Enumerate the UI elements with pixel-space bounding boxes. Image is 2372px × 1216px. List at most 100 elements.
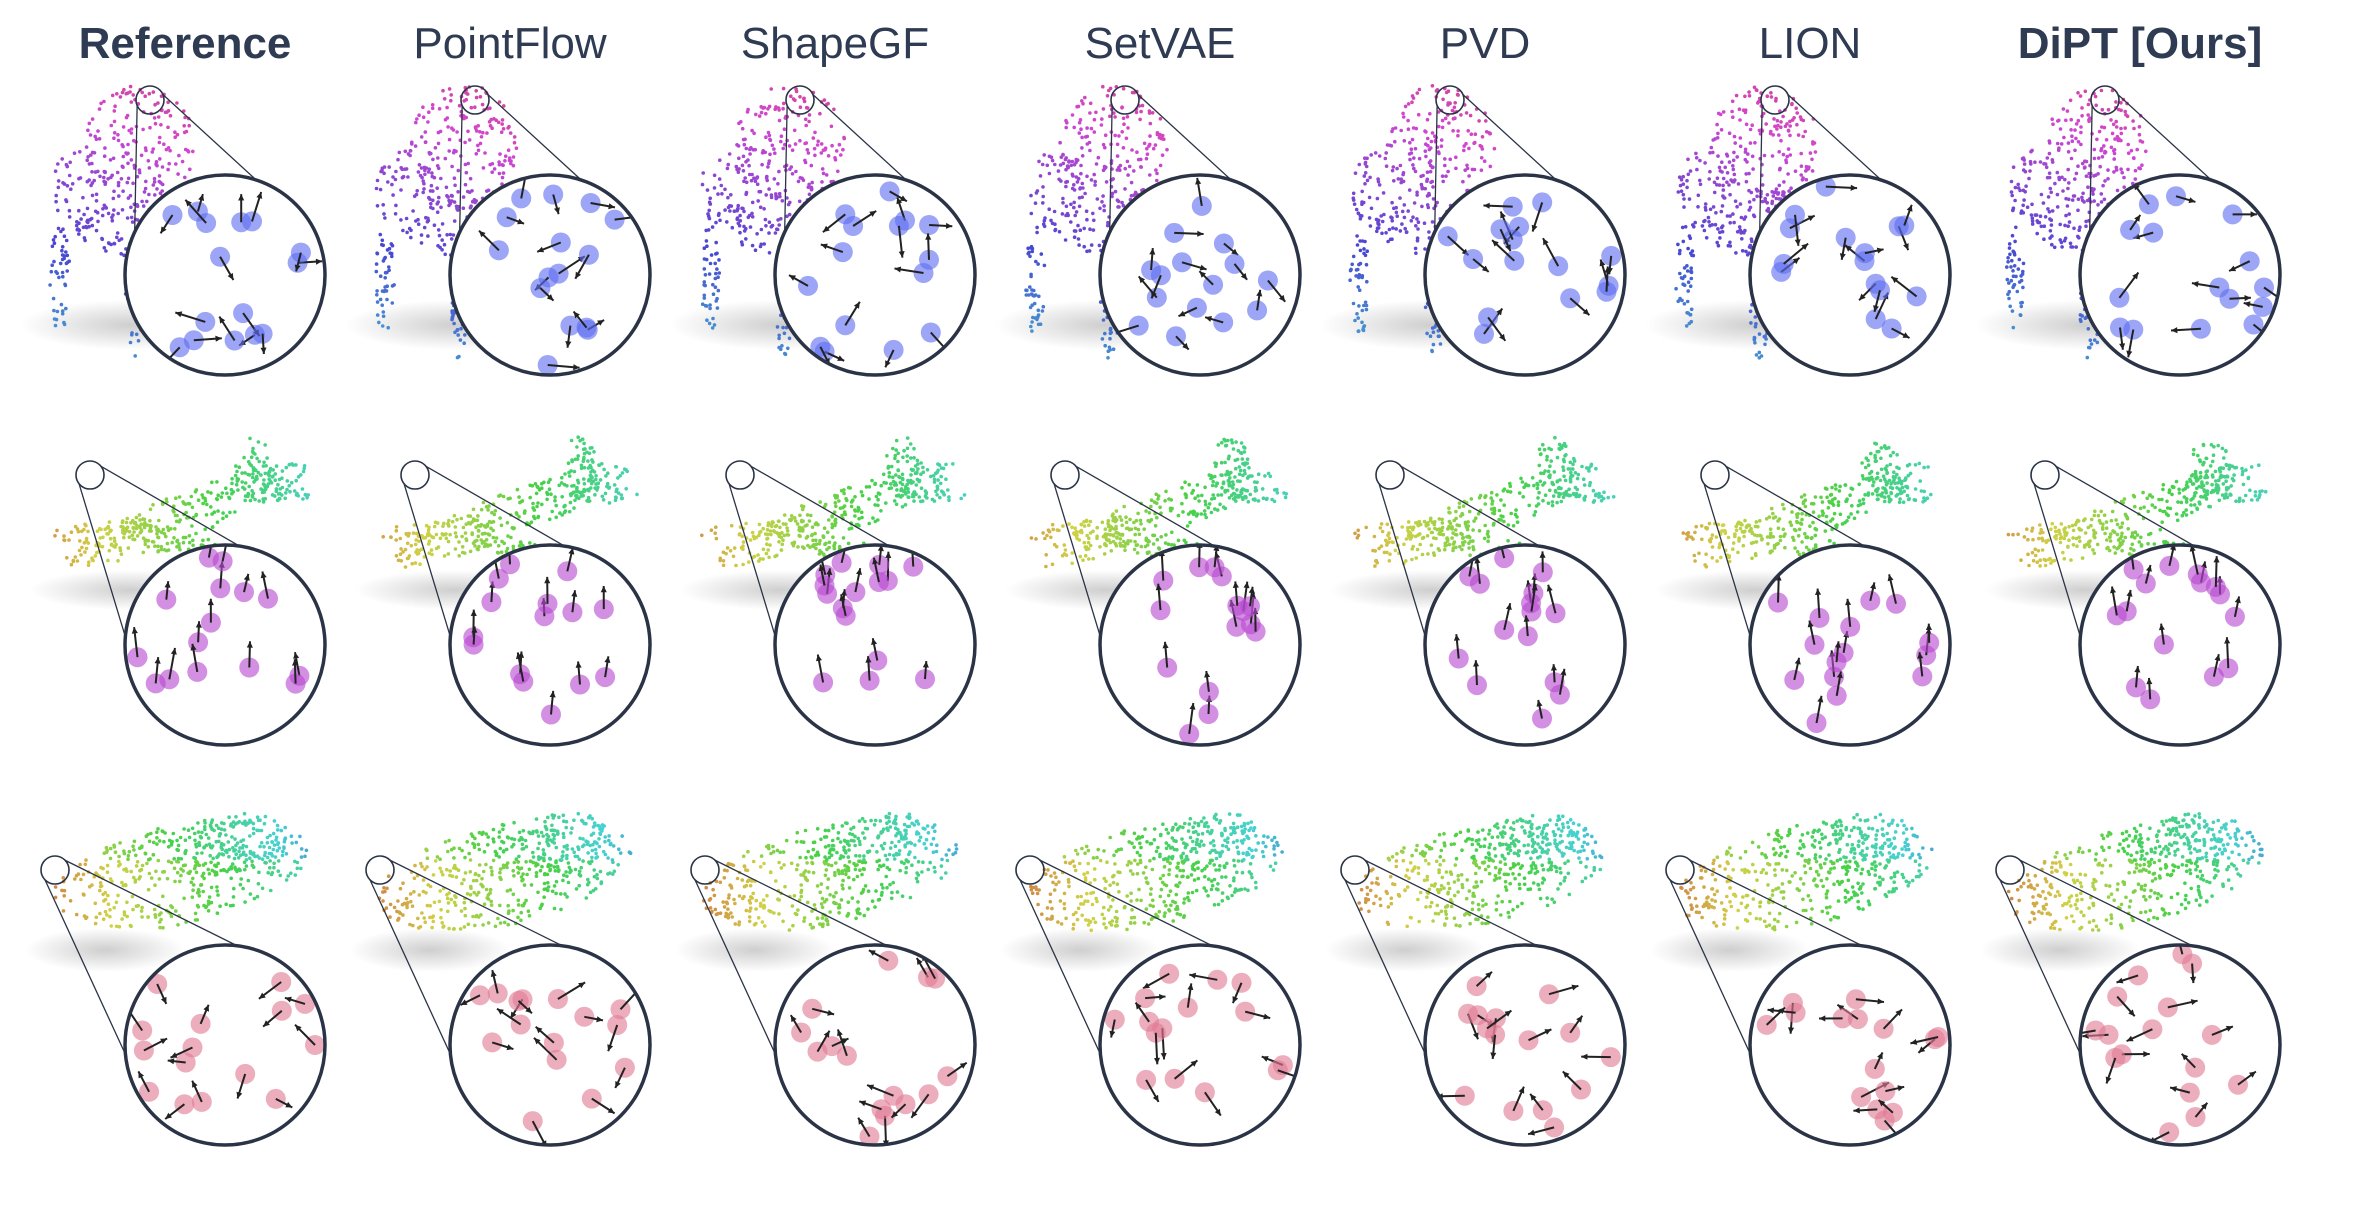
zoomed-points — [1104, 963, 1300, 1117]
zoom-locator — [40, 855, 70, 885]
zoomed-points — [125, 972, 325, 1120]
zoomed-points — [463, 545, 616, 725]
column-header: LION — [1758, 19, 1862, 68]
zoomed-points — [2080, 945, 2257, 1144]
magnifier-circle — [773, 173, 977, 377]
magnifier-circle — [1748, 543, 1952, 747]
ground-shadow — [1325, 928, 1485, 972]
magnifier-background — [1100, 175, 1300, 375]
magnifier-circle — [2078, 943, 2282, 1147]
figure-cell — [1320, 800, 1650, 1170]
zoom-locator — [135, 85, 165, 115]
column-header: PointFlow — [413, 19, 607, 68]
figure-cell — [345, 435, 675, 805]
point-cloud-render — [350, 811, 652, 1147]
figure-cell — [670, 435, 1000, 805]
zoom-locator — [1995, 855, 2025, 885]
zoomed-points — [2106, 545, 2245, 710]
zoomed-points — [1756, 989, 1949, 1142]
zoom-locator — [1340, 855, 1370, 885]
figure-cell — [20, 435, 350, 805]
figure-cell — [1320, 80, 1650, 450]
magnifier-circle — [2078, 173, 2282, 377]
zoomed-points — [789, 949, 968, 1145]
magnifier-circle — [1423, 943, 1627, 1147]
point-cloud — [53, 811, 309, 930]
magnifier-background — [1425, 175, 1625, 375]
zoomed-points — [1436, 971, 1621, 1138]
zoom-locator — [1050, 460, 1080, 490]
zoom-locator — [1435, 85, 1465, 115]
magnifier-circle — [773, 543, 977, 747]
point-cloud-render — [345, 85, 652, 377]
magnifier-background — [450, 545, 650, 745]
zoomed-points — [1108, 177, 1286, 351]
figure-cell — [1320, 435, 1650, 805]
ground-shadow — [1000, 928, 1160, 972]
magnifier-background — [125, 175, 325, 375]
magnifier-circle — [2078, 543, 2282, 747]
zoom-locator — [460, 85, 490, 115]
point-cloud-render — [1005, 437, 1302, 747]
magnifier-circle — [1423, 543, 1627, 747]
point-cloud-render — [1330, 435, 1627, 747]
point-cloud-render — [30, 436, 327, 747]
point-cloud-render — [1975, 85, 2282, 377]
ground-shadow — [675, 928, 835, 972]
ground-shadow — [25, 928, 185, 972]
zoom-locator — [1700, 460, 1730, 490]
point-cloud — [1029, 812, 1284, 933]
zoom-locator — [725, 460, 755, 490]
point-cloud — [377, 811, 633, 931]
zoomed-points — [1150, 545, 1266, 744]
figure-cell — [1645, 800, 1975, 1170]
point-cloud-render — [1985, 442, 2282, 747]
point-cloud-render — [1655, 441, 1952, 747]
magnifier-circle — [1098, 943, 1302, 1147]
magnifier-circle — [448, 173, 652, 377]
magnifier-background — [2080, 945, 2280, 1145]
point-cloud — [1357, 813, 1604, 929]
magnifier-background — [1100, 545, 1300, 745]
magnifier-background — [1750, 945, 1950, 1145]
point-cloud — [1681, 441, 1933, 569]
zoomed-points — [813, 545, 935, 693]
point-cloud-render — [1320, 84, 1627, 377]
point-cloud-render — [1325, 813, 1627, 1147]
column-header: Reference — [78, 19, 292, 68]
zoom-locator — [75, 460, 105, 490]
zoom-locator — [1015, 855, 1045, 885]
zoom-locator — [1760, 85, 1790, 115]
figure-cell — [670, 80, 1000, 450]
figure-cell — [1975, 435, 2305, 805]
column-header: PVD — [1439, 19, 1531, 68]
magnifier-circle — [1423, 173, 1627, 377]
ground-shadow — [1980, 928, 2140, 972]
figure-cell — [20, 800, 350, 1170]
zoomed-points — [460, 969, 642, 1145]
figure-cell — [670, 800, 1000, 1170]
zoomed-points — [1448, 545, 1570, 729]
magnifier-circle — [448, 943, 652, 1147]
zoomed-points — [478, 175, 643, 375]
zoom-locator — [1665, 855, 1695, 885]
zoom-locator — [1110, 85, 1140, 115]
zoomed-points — [1768, 574, 1940, 733]
point-cloud — [2006, 812, 2264, 932]
figure-cell — [20, 80, 350, 450]
magnifier-circle — [123, 543, 327, 747]
figure-cell — [995, 800, 1325, 1170]
zoom-locator — [1375, 460, 1405, 490]
figure-cell — [1975, 80, 2305, 450]
zoomed-points — [1437, 192, 1622, 344]
zoom-locator — [2090, 85, 2120, 115]
point-cloud-render — [20, 84, 327, 377]
figure-cell — [995, 435, 1325, 805]
point-cloud — [1353, 435, 1616, 568]
point-cloud — [1029, 437, 1288, 569]
point-cloud — [1679, 812, 1934, 932]
point-cloud — [53, 436, 311, 568]
column-header: SetVAE — [1084, 19, 1236, 68]
